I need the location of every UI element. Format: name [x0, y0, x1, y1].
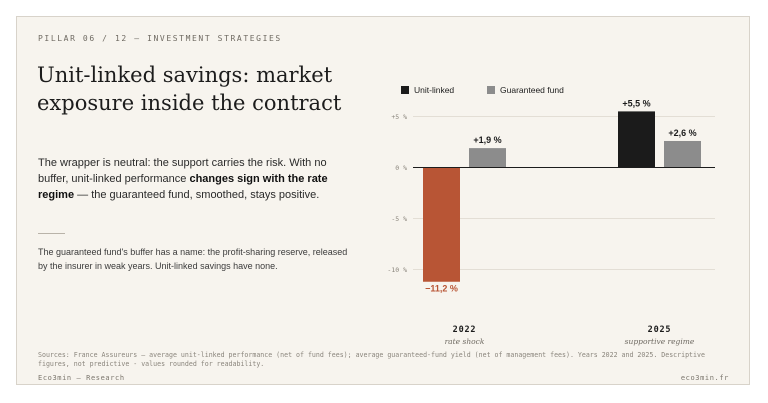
data-label: −11,2 %	[425, 284, 458, 294]
bar	[664, 140, 701, 168]
category-sublabel: supportive regime	[625, 337, 695, 346]
footer-site: eco3min.fr	[680, 374, 729, 382]
y-tick-label: -10 %	[387, 266, 407, 274]
note-paragraph: The guaranteed fund's buffer has a name:…	[38, 247, 348, 271]
data-label: +1,9 %	[473, 135, 501, 145]
legend-swatch	[487, 86, 495, 94]
pillar-card: PILLAR 06 / 12 — INVESTMENT STRATEGIES U…	[16, 16, 750, 385]
y-tick-label: +5 %	[391, 113, 407, 121]
category-sublabel: rate shock	[445, 337, 485, 346]
legend-swatch	[401, 86, 409, 94]
lead-text-end: — the guaranteed fund, smoothed, stays p…	[74, 189, 320, 201]
page-title: Unit-linked savings: market exposure ins…	[37, 63, 342, 115]
divider	[38, 233, 65, 234]
legend-label: Unit-linked	[414, 85, 454, 95]
data-label: +5,5 %	[622, 98, 650, 108]
category-label: 2022	[453, 325, 477, 335]
y-tick-label: -5 %	[391, 215, 407, 223]
lead-text-start: The wrapper is neutral: the support carr…	[38, 157, 327, 185]
y-tick-label: 0 %	[395, 164, 407, 172]
footer-brand: Eco3min — Research	[38, 374, 125, 382]
bar	[423, 167, 460, 282]
bar	[618, 111, 655, 168]
lead-paragraph: The wrapper is neutral: the support carr…	[38, 155, 338, 203]
bar-chart: +5 % 0 % -5 % -10 % Unit-linked Guaranteed fu…	[387, 85, 715, 346]
legend-label: Guaranteed fund	[500, 85, 564, 95]
sources-note: Sources: France Assureurs — average unit…	[38, 351, 705, 368]
data-label: +2,6 %	[668, 128, 696, 138]
bar	[469, 148, 506, 168]
eyebrow-label: PILLAR 06 / 12 — INVESTMENT STRATEGIES	[38, 34, 282, 43]
category-label: 2025	[648, 325, 672, 335]
lead-emphasis: changes sign with the rate regime	[38, 173, 328, 201]
